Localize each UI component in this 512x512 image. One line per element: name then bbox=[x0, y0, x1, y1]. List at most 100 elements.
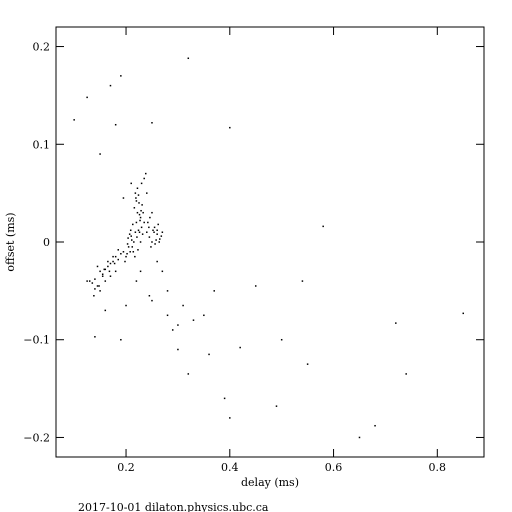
point bbox=[138, 231, 141, 233]
point bbox=[192, 319, 195, 321]
point bbox=[108, 270, 111, 273]
point bbox=[462, 312, 464, 315]
point bbox=[166, 290, 169, 292]
point bbox=[120, 338, 122, 341]
point bbox=[88, 280, 91, 282]
ticks: 0.2 0.4 0.6 0.8 −0.2 −0.1 0 0.1 0.2 bbox=[23, 27, 484, 474]
point bbox=[161, 270, 164, 273]
point bbox=[358, 436, 361, 439]
point bbox=[135, 280, 138, 282]
point bbox=[107, 260, 109, 263]
point bbox=[161, 231, 164, 233]
point bbox=[94, 278, 96, 280]
point bbox=[138, 202, 140, 204]
point bbox=[114, 123, 117, 126]
point bbox=[140, 209, 142, 212]
plot-frame bbox=[55, 26, 485, 458]
point bbox=[129, 251, 131, 253]
point bbox=[148, 236, 151, 238]
y-tick-label: 0 bbox=[43, 236, 50, 249]
point bbox=[177, 324, 179, 326]
x-axis-label: delay (ms) bbox=[241, 476, 299, 489]
point bbox=[132, 223, 134, 226]
point bbox=[154, 243, 156, 245]
point bbox=[208, 353, 210, 356]
point bbox=[151, 241, 153, 243]
point bbox=[187, 373, 190, 375]
point bbox=[139, 241, 142, 243]
point bbox=[96, 285, 99, 287]
point bbox=[136, 236, 138, 238]
point bbox=[374, 424, 376, 427]
point bbox=[134, 255, 136, 258]
point bbox=[213, 290, 215, 292]
point bbox=[109, 275, 112, 277]
point bbox=[103, 268, 105, 271]
point bbox=[187, 57, 190, 60]
point bbox=[254, 285, 257, 287]
point bbox=[140, 182, 143, 185]
point bbox=[149, 216, 151, 219]
point bbox=[91, 282, 94, 284]
point bbox=[86, 280, 88, 282]
point bbox=[135, 200, 138, 202]
x-tick-label: 0.6 bbox=[325, 461, 343, 474]
point bbox=[94, 336, 96, 338]
point bbox=[147, 221, 149, 224]
point bbox=[136, 211, 139, 214]
point bbox=[139, 219, 141, 222]
point bbox=[120, 75, 122, 77]
point bbox=[223, 397, 226, 400]
point bbox=[322, 225, 324, 228]
point bbox=[109, 262, 112, 265]
point bbox=[239, 346, 241, 349]
x-tick-label: 0.4 bbox=[221, 461, 239, 474]
point bbox=[229, 417, 231, 419]
point bbox=[141, 233, 144, 235]
point bbox=[127, 237, 129, 239]
point bbox=[126, 252, 128, 255]
y-tick-label: 0.1 bbox=[33, 138, 51, 151]
point bbox=[135, 197, 137, 199]
point bbox=[275, 405, 278, 407]
point bbox=[104, 268, 107, 271]
point bbox=[101, 275, 104, 277]
y-axis-label: offset (ms) bbox=[4, 212, 17, 271]
point bbox=[157, 223, 159, 226]
point bbox=[136, 187, 139, 189]
point bbox=[129, 229, 132, 232]
point bbox=[182, 304, 184, 307]
point bbox=[101, 273, 104, 275]
point bbox=[104, 309, 107, 312]
point bbox=[150, 246, 152, 248]
point bbox=[117, 249, 120, 251]
point bbox=[125, 304, 127, 307]
y-tick-label: 0.2 bbox=[33, 41, 51, 54]
point bbox=[155, 239, 157, 241]
point bbox=[128, 233, 131, 235]
point bbox=[177, 348, 179, 351]
point bbox=[145, 172, 147, 175]
point bbox=[148, 295, 151, 297]
point bbox=[146, 231, 148, 233]
point bbox=[130, 182, 132, 185]
y-tick-label: −0.2 bbox=[23, 431, 50, 444]
point bbox=[139, 270, 142, 273]
footer: 2017-10-01 dilaton.physics.ubc.ca bbox=[78, 501, 269, 512]
point bbox=[114, 255, 117, 258]
point bbox=[143, 221, 145, 224]
point bbox=[73, 119, 75, 121]
point bbox=[137, 229, 140, 232]
point bbox=[229, 126, 231, 129]
point bbox=[152, 229, 154, 232]
point bbox=[124, 260, 126, 263]
point bbox=[153, 231, 155, 233]
point bbox=[117, 258, 120, 261]
point bbox=[86, 96, 88, 99]
point bbox=[140, 226, 143, 229]
y-tick-label: −0.1 bbox=[23, 334, 50, 347]
point bbox=[301, 280, 304, 282]
point bbox=[99, 270, 101, 273]
